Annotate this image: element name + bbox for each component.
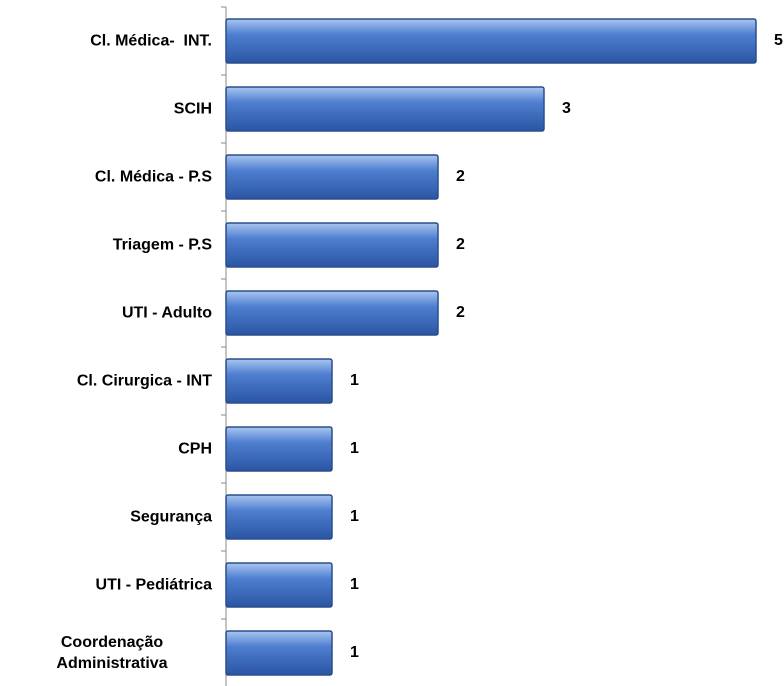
category-label: Cl. Cirurgica - INT xyxy=(76,372,212,390)
value-label: 1 xyxy=(350,576,359,593)
category-label: Cl. Médica - P.S xyxy=(94,168,212,186)
bar-shade xyxy=(225,426,333,472)
bar-shade xyxy=(225,222,439,268)
value-label: 2 xyxy=(456,236,465,253)
bar xyxy=(225,290,439,336)
category-label: CPH xyxy=(178,440,212,458)
category-label: UTI - Pediátrica xyxy=(95,576,212,594)
value-label: 1 xyxy=(350,372,359,389)
bar-shade xyxy=(225,630,333,676)
bar xyxy=(225,494,333,540)
bar xyxy=(225,426,333,472)
bar-shade xyxy=(225,154,439,200)
bar-shade xyxy=(225,86,545,132)
value-label: 2 xyxy=(456,168,465,185)
bar-shade xyxy=(225,494,333,540)
bar xyxy=(225,18,757,64)
bar-shade xyxy=(225,562,333,608)
category-label: UTI - Adulto xyxy=(121,304,212,322)
value-label: 1 xyxy=(350,508,359,525)
value-label: 2 xyxy=(456,304,465,321)
bar xyxy=(225,222,439,268)
bar xyxy=(225,154,439,200)
category-label: Cl. Médica- INT. xyxy=(90,32,212,50)
bar xyxy=(225,562,333,608)
value-label: 5 xyxy=(774,32,783,49)
bar xyxy=(225,630,333,676)
bar xyxy=(225,358,333,404)
value-label: 3 xyxy=(562,100,571,117)
bar xyxy=(225,86,545,132)
bar-shade xyxy=(225,290,439,336)
category-label: Segurança xyxy=(130,508,212,526)
category-label: SCIH xyxy=(173,100,212,118)
value-label: 1 xyxy=(350,440,359,457)
bar-shade xyxy=(225,358,333,404)
category-label: Triagem - P.S xyxy=(112,236,212,254)
value-label: 1 xyxy=(350,644,359,661)
bar-shade xyxy=(225,18,757,64)
category-label: Coordenação Administrativa xyxy=(56,634,168,672)
